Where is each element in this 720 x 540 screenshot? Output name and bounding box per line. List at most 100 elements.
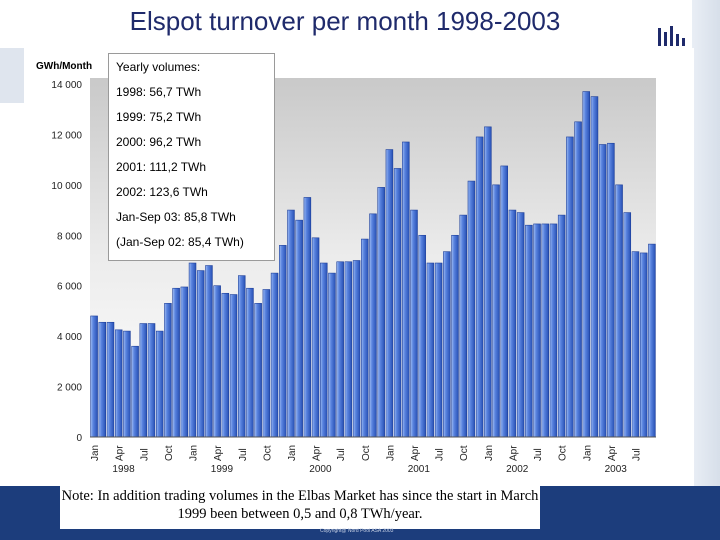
bar-1999-09 [254, 303, 262, 438]
bar-1999-02 [196, 270, 205, 438]
yearly-volume-line: 2001: 111,2 TWh [116, 160, 207, 174]
bar-2001-07 [434, 262, 443, 438]
x-tick-label: Oct [558, 445, 569, 461]
bar-2000-11 [369, 213, 377, 438]
bar-2002-06 [525, 224, 533, 438]
bar-2001-12 [475, 136, 484, 438]
x-tick-label: Jul [533, 448, 544, 461]
bar-2001-09 [451, 234, 459, 438]
bar-2003-05 [615, 184, 623, 438]
bar-2003-04 [607, 142, 615, 438]
bar-2000-10 [361, 238, 369, 438]
bar-2001-11 [467, 180, 476, 438]
bar-2001-02 [393, 168, 402, 438]
bar-series [90, 91, 656, 438]
x-tick-label: Jan [287, 445, 298, 461]
yearly-volume-line: 1998: 56,7 TWh [116, 85, 202, 99]
y-tick-label: 2 000 [57, 383, 82, 394]
x-tick-label: Apr [410, 445, 421, 461]
y-tick-label: 14 000 [51, 80, 82, 91]
copyright-text: Copyright@ Nord Pool ASA 2003 [320, 528, 394, 534]
yearly-volume-line: Jan-Sep 03: 85,8 TWh [116, 210, 236, 224]
x-axis-ticks: Jan Apr Jul Oct Jan Apr Jul Oct Jan Apr Jul Oct Jan A… [90, 445, 642, 475]
bar-1999-11 [270, 272, 279, 438]
bar-2002-04 [508, 209, 517, 438]
bar-2000-12 [377, 187, 385, 438]
yearly-volume-line: 1999: 75,2 TWh [116, 110, 202, 124]
bar-1999-04 [213, 285, 221, 438]
year-label: 2000 [309, 464, 332, 475]
bar-2000-09 [352, 260, 361, 438]
bar-1998-01 [90, 315, 98, 438]
bar-2002-05 [516, 212, 525, 438]
yearly-volumes-heading: Yearly volumes: [116, 60, 201, 74]
yearly-volume-line: 2002: 123,6 TWh [116, 185, 208, 199]
year-label: 2003 [605, 464, 628, 475]
bar-2001-05 [418, 234, 426, 438]
bar-1998-06 [131, 345, 139, 438]
slide-title: Elspot turnover per month 1998-2003 [129, 6, 561, 36]
bar-2003-06 [623, 212, 632, 438]
footnote: Note: In addition trading volumes in the… [60, 484, 540, 529]
x-tick-label: Apr [213, 445, 224, 461]
bar-2002-12 [574, 121, 582, 438]
year-label: 1998 [112, 464, 135, 475]
bar-2002-09 [549, 223, 558, 438]
bar-2003-09 [648, 243, 656, 438]
x-tick-label: Apr [115, 445, 126, 461]
bar-2002-10 [557, 214, 566, 438]
year-label: 1999 [211, 464, 234, 475]
x-tick-label: Jul [435, 448, 446, 461]
bar-2000-01 [287, 209, 295, 438]
x-tick-label: Jul [139, 448, 150, 461]
bar-2002-11 [566, 136, 574, 438]
x-tick-label: Oct [361, 445, 372, 461]
bar-2000-02 [295, 219, 303, 438]
bar-2001-10 [459, 214, 467, 438]
x-tick-label: Oct [164, 445, 175, 461]
year-label: 2002 [506, 464, 529, 475]
bar-2001-08 [443, 251, 451, 438]
y-tick-label: 8 000 [57, 231, 82, 242]
yearly-volumes-box: Yearly volumes: 1998: 56,7 TWh 1999: 75,… [108, 53, 275, 261]
x-tick-label: Apr [607, 445, 618, 461]
decorative-side-block [0, 48, 24, 103]
yearly-volume-line: 2000: 96,2 TWh [116, 135, 202, 149]
bar-2000-05 [320, 262, 328, 438]
bar-1999-10 [262, 289, 271, 438]
bar-1998-11 [172, 287, 180, 438]
bar-2001-06 [426, 262, 435, 438]
bar-2003-01 [582, 91, 591, 438]
bar-2002-01 [484, 126, 492, 438]
y-axis-label: GWh/Month [36, 61, 92, 72]
bar-2003-03 [598, 144, 607, 438]
x-tick-label: Jan [385, 445, 396, 461]
y-axis-ticks: 0 2 000 4 000 6 000 8 000 10 000 12 000 14 000 [51, 80, 82, 444]
bar-2002-02 [492, 184, 500, 438]
decorative-number-strip [692, 0, 720, 490]
x-tick-label: Jul [238, 448, 249, 461]
bar-2000-04 [311, 237, 320, 438]
bar-2002-07 [533, 223, 541, 438]
bar-2003-02 [590, 96, 599, 438]
x-tick-label: Oct [262, 445, 273, 461]
bar-2001-01 [385, 149, 394, 438]
y-tick-label: 6 000 [57, 282, 82, 293]
bar-1999-12 [279, 245, 287, 438]
x-tick-label: Jan [484, 445, 495, 461]
x-tick-label: Jul [632, 448, 643, 461]
x-tick-label: Jan [582, 445, 593, 461]
bar-2001-03 [402, 141, 410, 438]
bar-1999-06 [229, 294, 238, 438]
bar-1999-01 [188, 262, 197, 438]
bar-1998-05 [123, 330, 131, 438]
x-tick-label: Oct [459, 445, 470, 461]
bar-2003-07 [631, 251, 640, 438]
bar-2000-07 [336, 261, 344, 438]
y-tick-label: 10 000 [51, 181, 82, 192]
y-tick-label: 0 [76, 433, 82, 444]
bar-1998-04 [114, 329, 123, 438]
bar-1999-03 [205, 265, 213, 438]
bar-1998-08 [147, 323, 156, 438]
bar-1998-03 [106, 321, 115, 438]
